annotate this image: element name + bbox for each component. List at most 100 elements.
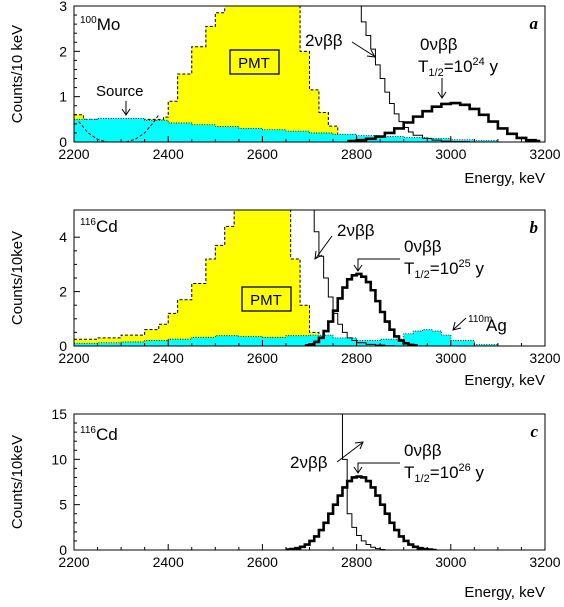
panel-a: 2200 2400 2600 2800 3000 3200 0 1 2 3 Counts/10 k… <box>9 0 561 187</box>
panel-a-zero-nu-label: 0νββ <box>420 35 458 54</box>
panel-b-pmt-label: PMT <box>250 292 282 309</box>
panel-b-hl-sub: 1/2 <box>414 269 429 281</box>
panel-a-two-nu-label: 2νββ <box>305 31 343 50</box>
panel-c-isotope: 116Cd <box>80 425 118 444</box>
panel-b-two-nu-arrowhead <box>314 250 323 260</box>
panel-a-hl-eq: =10 <box>444 57 473 76</box>
panel-a-letter: a <box>530 14 539 33</box>
panel-a-two-nu-arrow <box>351 41 375 57</box>
panel-c-ytick-label: 10 <box>51 451 67 467</box>
panel-a-isotope-symbol: Mo <box>97 15 121 34</box>
panel-b-ytick-label: 2 <box>59 284 67 300</box>
panel-c-isotope-symbol: Cd <box>96 425 118 444</box>
panel-b-xtick-label: 3200 <box>529 350 560 366</box>
panel-a-xtick-label: 2200 <box>58 146 89 162</box>
panel-b-ylabel: Counts/10keV <box>9 231 26 325</box>
panel-c-axes: 2200 2400 2600 2800 3000 3200 0 5 10 15 <box>51 406 560 570</box>
panel-a-ytick-label: 1 <box>59 89 67 105</box>
panel-c-hl-eq: =10 <box>430 463 459 482</box>
panel-b-ag-mass: 110m <box>468 314 492 325</box>
panel-c-ytick-label: 15 <box>51 406 67 422</box>
panel-b-axes: 2200 2400 2600 2800 3000 3200 0 2 4 <box>58 229 560 366</box>
panel-b-hl-unit: y <box>471 259 485 278</box>
panel-c-two-nu-arrowhead <box>354 441 364 450</box>
panel-a-pmt-label: PMT <box>238 55 270 72</box>
panel-b-series-two-nu <box>309 210 399 346</box>
panel-c-isotope-mass: 116 <box>80 425 96 436</box>
panel-b-xtick-label: 3000 <box>435 350 466 366</box>
panel-b-zero-nu-label: 0νββ <box>404 237 442 256</box>
panel-a-hl-unit: y <box>485 57 499 76</box>
panel-c-half-life: T1/2=1026 y <box>404 462 485 485</box>
panel-a-series-source <box>78 114 160 142</box>
panel-c-series-two-nu <box>337 414 390 550</box>
panel-a-xtick-label: 2400 <box>153 146 184 162</box>
panel-c-hl-exp: 26 <box>459 462 471 474</box>
panel-b-half-life: T1/2=1025 y <box>404 258 485 281</box>
panel-b-xlabel: Energy, keV <box>464 372 545 389</box>
panel-a-hl-prefix: T <box>418 57 428 76</box>
panel-b-ag-arrowhead <box>452 321 462 331</box>
panel-a-source-arrowhead <box>121 108 131 116</box>
panel-b-series-pmt-outline <box>74 210 324 346</box>
panel-a-hl-exp: 24 <box>473 56 485 68</box>
panel-c-xtick-label: 2600 <box>247 554 278 570</box>
panel-b-series-background-fill <box>74 329 503 346</box>
panel-a-ytick-label: 0 <box>59 134 67 150</box>
panel-b-two-nu-label: 2νββ <box>337 221 375 240</box>
panel-c-zero-nu-arrowhead <box>353 466 363 474</box>
panel-b-ag-symbol: Ag <box>486 316 507 335</box>
panel-b-hl-eq: =10 <box>430 259 459 278</box>
panel-c-series-zero-nu <box>285 475 437 550</box>
panel-b-isotope-mass: 116 <box>80 217 96 228</box>
panel-b-isotope-symbol: Cd <box>96 217 118 236</box>
panel-c-zero-nu-label: 0νββ <box>404 441 442 460</box>
panel-b-zero-nu-arrowhead <box>353 264 363 272</box>
panel-c-ylabel: Counts/10keV <box>9 435 26 529</box>
panel-a-ytick-label: 2 <box>59 43 67 59</box>
panel-b-marks <box>74 210 503 346</box>
panel-b-plot-area <box>74 210 503 346</box>
panel-c-hl-prefix: T <box>404 463 414 482</box>
panel-b: 2200 2400 2600 2800 3000 3200 0 2 4 Counts/10keV… <box>9 209 561 389</box>
panel-b-series-zero-nu <box>304 272 418 346</box>
panel-a-isotope: 100Mo <box>80 15 120 34</box>
panel-b-ag-arrow <box>453 317 467 330</box>
panel-b-ag-label: 110mAg <box>468 314 507 335</box>
panel-c-two-nu-label: 2νββ <box>290 453 328 472</box>
panel-c-xtick-label: 2400 <box>153 554 184 570</box>
panel-a-zero-nu-arrowhead <box>437 91 447 99</box>
panel-a-two-nu-arrowhead <box>366 49 376 58</box>
panel-c: 2200 2400 2600 2800 3000 3200 0 5 10 15 Counts/10… <box>9 406 561 601</box>
panel-c-two-nu-arrow <box>336 442 363 463</box>
panel-b-xtick-label: 2800 <box>341 350 372 366</box>
panel-c-hl-unit: y <box>471 463 485 482</box>
panel-c-xlabel: Energy, keV <box>464 584 545 601</box>
panel-b-isotope: 116Cd <box>80 217 118 236</box>
panel-a-source-label: Source <box>96 83 144 100</box>
panel-c-hl-sub: 1/2 <box>414 473 429 485</box>
panel-a-xtick-label: 2800 <box>341 146 372 162</box>
panel-a-hl-sub: 1/2 <box>428 67 443 79</box>
panel-c-zero-nu-arrow <box>357 462 400 472</box>
panel-b-letter: b <box>530 218 539 237</box>
panel-a-axes: 2200 2400 2600 2800 3000 3200 0 1 2 3 <box>58 0 560 162</box>
panel-a-plot-area <box>74 6 541 142</box>
panel-b-ytick-label: 0 <box>59 338 67 354</box>
panel-b-hl-prefix: T <box>404 259 414 278</box>
panel-b-two-nu-arrow <box>315 235 333 259</box>
panel-a-series-pmt-fill <box>74 6 352 142</box>
panel-c-xtick-label: 2200 <box>58 554 89 570</box>
panel-a-pmt-box <box>229 49 280 75</box>
panel-a-ylabel: Counts/10 keV <box>9 25 26 123</box>
panel-a-series-two-nu <box>356 6 475 142</box>
panel-c-ytick-label: 0 <box>59 542 67 558</box>
panel-b-zero-nu-arrow <box>357 258 400 270</box>
panel-c-ytick-label: 5 <box>59 497 67 513</box>
panel-a-xlabel: Energy, keV <box>464 170 545 187</box>
panel-b-series-pmt-fill <box>74 210 324 346</box>
panel-a-marks <box>74 6 541 142</box>
panel-c-xtick-label: 3000 <box>435 554 466 570</box>
panel-a-xtick-label: 3200 <box>529 146 560 162</box>
